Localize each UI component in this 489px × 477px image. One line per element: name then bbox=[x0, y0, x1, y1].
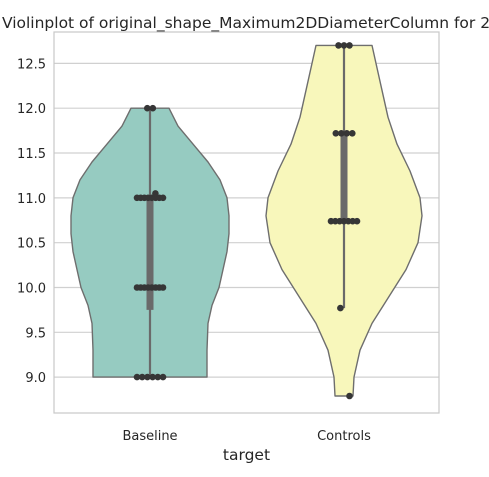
y-tick-labels: 9.0 9.5 10.0 10.5 11.0 11.5 12.0 12.5 bbox=[17, 57, 46, 386]
data-point bbox=[159, 284, 167, 291]
y-tick-label: 12.5 bbox=[17, 57, 46, 72]
data-point bbox=[144, 373, 151, 381]
data-point bbox=[346, 42, 353, 49]
data-points bbox=[133, 42, 361, 400]
y-tick-label: 11.0 bbox=[17, 192, 46, 207]
chart-title: Violinplot of original_shape_Maximum2DDi… bbox=[2, 14, 489, 33]
x-tick-label: Controls bbox=[317, 429, 371, 444]
data-point bbox=[159, 194, 167, 202]
data-point bbox=[349, 130, 356, 137]
data-point bbox=[133, 373, 141, 381]
data-point bbox=[332, 130, 340, 137]
data-point bbox=[144, 104, 151, 112]
y-tick-label: 11.5 bbox=[17, 147, 46, 162]
y-tick-label: 10.0 bbox=[17, 281, 46, 296]
y-tick-label: 12.0 bbox=[17, 102, 46, 117]
axes-frame bbox=[53, 31, 440, 414]
data-point bbox=[138, 373, 146, 381]
data-point bbox=[340, 42, 348, 49]
data-point bbox=[159, 373, 167, 381]
data-point bbox=[353, 217, 361, 225]
data-point bbox=[337, 304, 344, 312]
x-axis-label: target bbox=[223, 446, 270, 464]
y-tick-label: 9.0 bbox=[25, 371, 46, 386]
data-point bbox=[346, 392, 353, 400]
data-point bbox=[343, 130, 351, 137]
data-point bbox=[154, 373, 162, 381]
violins bbox=[70, 44, 423, 397]
box-summaries bbox=[146, 45, 348, 378]
y-tick-label: 9.5 bbox=[25, 326, 46, 341]
data-point bbox=[149, 373, 156, 381]
data-point bbox=[338, 130, 345, 137]
x-tick-label: Baseline bbox=[122, 429, 177, 444]
data-point bbox=[149, 104, 157, 112]
data-point bbox=[152, 190, 159, 197]
data-point bbox=[335, 42, 342, 49]
y-tick-label: 10.5 bbox=[17, 237, 46, 252]
x-tick-labels: Baseline Controls bbox=[122, 429, 371, 444]
